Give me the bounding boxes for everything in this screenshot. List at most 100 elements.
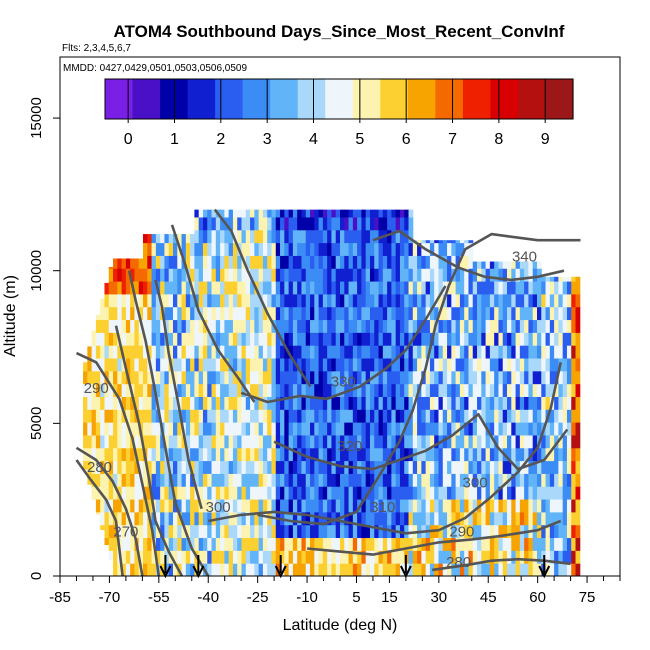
- heatmap-cell: [305, 281, 311, 295]
- heatmap-cell: [421, 434, 427, 449]
- heatmap-cell: [447, 358, 452, 372]
- heatmap-cell: [434, 358, 439, 372]
- heatmap-cell: [138, 345, 144, 359]
- heatmap-cell: [224, 255, 230, 269]
- heatmap-cell: [361, 216, 367, 231]
- colorbar-tick-label: 0: [124, 131, 133, 148]
- heatmap-cell: [211, 345, 217, 359]
- heatmap-cell: [532, 460, 538, 474]
- heatmap-cell: [125, 293, 131, 308]
- heatmap-cell: [194, 447, 200, 462]
- heatmap-cell: [562, 276, 568, 282]
- heatmap-cell: [562, 332, 568, 346]
- heatmap-cell: [502, 550, 508, 564]
- heatmap-cell: [378, 486, 384, 500]
- colorbar-tick-label: 9: [541, 131, 550, 148]
- heatmap-cell: [134, 550, 140, 564]
- heatmap-cell: [536, 460, 542, 474]
- heatmap-cell: [395, 486, 401, 500]
- heatmap-cell: [292, 550, 298, 564]
- heatmap-cell: [198, 409, 204, 423]
- heatmap-cell: [194, 281, 200, 295]
- heatmap-cell: [361, 537, 367, 551]
- heatmap-cell: [155, 537, 161, 551]
- heatmap-cell: [541, 524, 547, 539]
- heatmap-cell: [314, 242, 320, 256]
- heatmap-cell: [237, 293, 243, 308]
- heatmap-cell: [507, 332, 512, 346]
- heatmap-cell: [95, 511, 101, 515]
- heatmap-cell: [541, 409, 547, 423]
- heatmap-cell: [357, 396, 362, 410]
- heatmap-cell: [297, 255, 302, 269]
- heatmap-cell: [215, 473, 221, 487]
- heatmap-cell: [267, 396, 272, 410]
- heatmap-cell: [108, 422, 114, 436]
- heatmap-cell: [95, 434, 101, 449]
- heatmap-cell: [575, 306, 581, 321]
- heatmap-cell: [284, 499, 290, 513]
- heatmap-cell: [528, 434, 534, 449]
- heatmap-cell: [134, 563, 140, 576]
- heatmap-cell: [125, 281, 131, 295]
- heatmap-cell: [318, 332, 324, 346]
- heatmap-cell: [232, 293, 238, 308]
- heatmap-cell: [147, 563, 153, 576]
- heatmap-cell: [571, 473, 577, 487]
- heatmap-cell: [361, 499, 367, 513]
- heatmap-cell: [507, 537, 512, 551]
- heatmap-cell: [421, 486, 427, 500]
- heatmap-cell: [190, 345, 195, 359]
- heatmap-cell: [434, 345, 439, 359]
- heatmap-cell: [481, 499, 487, 513]
- heatmap-cell: [314, 447, 320, 462]
- heatmap-cell: [271, 242, 277, 256]
- heatmap-cell: [108, 409, 114, 423]
- heatmap-cell: [545, 281, 551, 295]
- heatmap-cell: [472, 434, 478, 449]
- heatmap-cell: [113, 499, 118, 513]
- heatmap-cell: [536, 383, 542, 397]
- heatmap-cell: [515, 563, 521, 576]
- heatmap-cell: [374, 499, 380, 513]
- heatmap-cell: [404, 293, 410, 308]
- heatmap-cell: [250, 422, 255, 436]
- heatmap-cell: [100, 422, 105, 436]
- heatmap-cell: [395, 550, 401, 564]
- heatmap-cell: [511, 370, 517, 385]
- heatmap-cell: [117, 434, 123, 449]
- heatmap-cell: [245, 396, 251, 410]
- heatmap-cell: [335, 306, 341, 321]
- heatmap-cell: [331, 319, 337, 333]
- heatmap-cell: [489, 499, 495, 513]
- heatmap-cell: [447, 499, 452, 513]
- heatmap-cell: [399, 550, 405, 564]
- heatmap-cell: [554, 332, 559, 346]
- heatmap-cell: [202, 499, 208, 513]
- heatmap-cell: [477, 511, 482, 526]
- heatmap-cell: [172, 460, 178, 474]
- contour-line: [75, 459, 124, 576]
- heatmap-cell: [404, 460, 410, 474]
- heatmap-cell: [271, 383, 277, 397]
- heatmap-cell: [498, 345, 504, 359]
- heatmap-cell: [365, 447, 371, 462]
- heatmap-cell: [220, 216, 225, 231]
- heatmap-cell: [271, 268, 277, 282]
- heatmap-cell: [459, 396, 465, 410]
- heatmap-cell: [374, 524, 380, 539]
- heatmap-cell: [241, 499, 247, 513]
- heatmap-cell: [442, 345, 448, 359]
- heatmap-cell: [374, 255, 380, 269]
- heatmap-cell: [352, 499, 358, 513]
- heatmap-cell: [417, 486, 422, 500]
- heatmap-cell: [357, 383, 362, 397]
- heatmap-cell: [271, 473, 277, 487]
- heatmap-cell: [288, 511, 294, 526]
- heatmap-cell: [143, 255, 148, 269]
- heatmap-cell: [267, 216, 272, 231]
- heatmap-cell: [536, 306, 542, 321]
- heatmap-cell: [481, 524, 487, 539]
- heatmap-cell: [151, 234, 157, 244]
- heatmap-cell: [425, 486, 431, 500]
